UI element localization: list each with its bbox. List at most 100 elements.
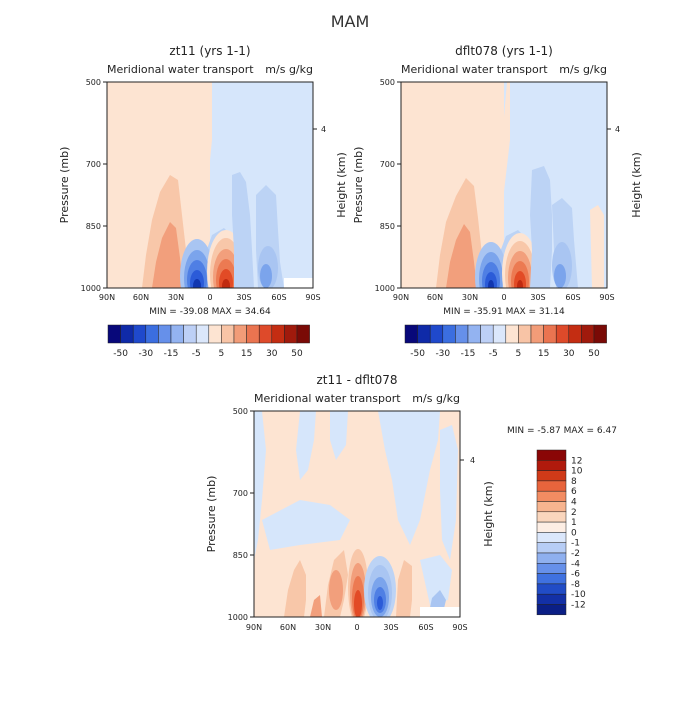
plot-frame [106,81,314,289]
colorbar-swatch [417,324,431,344]
x-tick-label: 90N [99,293,115,302]
sh-neg-core [260,264,272,288]
colorbar-swatch [536,563,567,574]
colorbar-swatch [246,324,260,344]
colorbar-label: 15 [538,349,549,359]
y-tick-label: 1000 [81,284,101,293]
colorbar-swatch [536,583,567,595]
colorbar-swatch [492,324,507,344]
colorbar-swatch [132,324,147,344]
colorbar-swatch [404,324,418,344]
colorbar-label: 50 [291,349,303,359]
y-tick-label: 500 [233,407,248,416]
colorbar: -50 -30 -15 -5 5 15 30 50 [404,324,607,359]
colorbar-label: -50 [410,349,425,359]
contour-field [254,411,460,617]
x-tick-label: 30S [530,293,545,302]
y-tick-label: 500 [380,78,395,87]
colorbar-label: 6 [571,487,577,497]
panel-title: dflt078 (yrs 1-1) [455,44,553,58]
y-ticks: 500 700 850 1000 [375,78,401,293]
height-tick-label: 4 [615,125,620,134]
colorbar-swatch [536,542,567,554]
colorbar-swatch [183,324,197,344]
x-ticks: 90N 60N 30N 0 30S 60S 90S [393,293,615,302]
colorbar-label: 50 [588,349,600,359]
colorbar-swatch [271,324,285,344]
contour-field [401,82,607,288]
panel-dflt078: dflt078 (yrs 1-1) Meridional water trans… [352,44,643,359]
y-axis-label: Pressure (mb) [352,147,365,224]
x-tick-label: 30S [383,623,398,632]
colorbar-swatch [536,449,567,461]
colorbar-label: -1 [571,539,580,549]
colorbar-label: 30 [563,349,575,359]
colorbar-label: -6 [571,570,580,580]
neg-band [440,425,458,560]
x-tick-label: 90S [305,293,320,302]
panel-units: m/s g/kg [265,63,313,76]
colorbar-label: -5 [489,349,498,359]
center-neg-5 [377,596,383,610]
colorbar-label: 1 [571,518,577,528]
sh-neg-core [554,264,566,288]
sh-pos-edge [590,205,604,288]
x-tick-label: 0 [354,623,359,632]
colorbar-swatch [536,470,567,482]
colorbar-swatch [296,324,310,344]
x-tick-label: 60N [427,293,443,302]
neg-core-5 [488,280,494,288]
panel-subtitle: Meridional water transport [401,63,548,76]
colorbar-label: -5 [192,349,201,359]
colorbar-swatch [593,324,607,344]
colorbar-label: 0 [571,528,577,538]
x-ticks: 90N 60N 30N 0 30S 60S 90S [246,623,468,632]
y2-axis-label: Height (km) [335,152,348,218]
colorbar-swatch [233,324,247,344]
y-tick-label: 1000 [375,284,395,293]
y-tick-label: 850 [233,551,248,560]
nh-plume-inner [152,222,183,288]
pos-patch-2 [329,570,343,610]
y-axis-label: Pressure (mb) [58,147,71,224]
colorbar-swatch [120,324,134,344]
colorbar-swatch [530,324,544,344]
colorbar-swatch [429,324,444,344]
min-max-stats: MIN = -39.08 MAX = 34.64 [149,307,271,317]
pos-patch-2 [310,595,322,617]
panel-title: zt11 (yrs 1-1) [169,44,250,58]
height-tick-label: 4 [470,456,475,465]
colorbar-swatch [581,324,595,344]
x-tick-label: 0 [501,293,506,302]
colorbar-swatch [284,324,298,344]
panel-subtitle: Meridional water transport [254,392,401,405]
panel-subtitle: Meridional water transport [107,63,254,76]
colorbar-swatch [145,324,159,344]
min-max-stats: MIN = -5.87 MAX = 6.47 [507,426,617,436]
colorbar-swatch [536,552,567,564]
colorbar-label: 5 [219,349,225,359]
colorbar-swatch [536,521,567,533]
colorbar-label: 30 [266,349,278,359]
colorbar-label: 15 [241,349,252,359]
missing-data [420,607,460,617]
colorbar-label: 8 [571,477,577,487]
sh-neg-left [530,166,552,288]
colorbar-swatch [543,324,557,344]
colorbar-label: -15 [164,349,179,359]
x-tick-label: 90S [599,293,614,302]
sh-neg-left [232,172,254,288]
colorbar-swatch [536,593,567,605]
y-tick-label: 850 [86,222,101,231]
y-tick-label: 1000 [228,613,248,622]
neg-band [420,555,452,605]
transition-zone [200,82,212,288]
x-tick-label: 90S [452,623,467,632]
y-ticks: 500 700 850 1000 [81,78,107,293]
panel-units: m/s g/kg [559,63,607,76]
y2-axis-label: Height (km) [482,481,495,547]
neg-band [378,411,440,545]
panel-units: m/s g/kg [412,392,460,405]
colorbar-swatch [536,604,567,616]
